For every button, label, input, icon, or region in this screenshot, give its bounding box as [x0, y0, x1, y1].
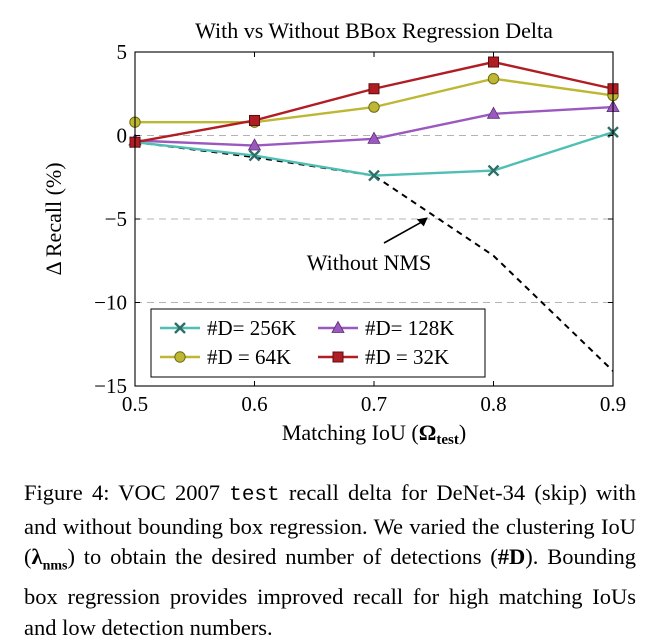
data-point-triangle	[367, 131, 381, 144]
recall-delta-chart: 5 0 −5 −10 −150.5 0.6 0.7 0.8 0.9 With vs Withou…	[41, 18, 626, 448]
legend-entry: #D= 128K	[318, 316, 454, 340]
x-tick-label: 0.9	[600, 392, 626, 416]
x-axis-label-text: Matching IoU	[282, 420, 406, 445]
legend-marker-x-stroke	[174, 322, 186, 334]
y-tick-label: −10	[94, 291, 127, 315]
legend: #D= 256K #D= 128K #D = 64K #D = 32K	[150, 308, 486, 378]
data-point-x	[368, 169, 380, 182]
x-axis-label-symbol: Ω	[419, 420, 437, 445]
data-point-square	[368, 83, 380, 95]
data-point-x-stroke	[368, 169, 380, 182]
legend-entry: #D = 64K	[160, 345, 291, 369]
y-tick-label: −15	[94, 374, 127, 398]
legend-marker-circle	[174, 351, 186, 363]
data-point-square	[249, 114, 260, 126]
data-point-circle	[368, 101, 380, 113]
x-tick-label: 0.6	[241, 392, 267, 416]
data-point-triangle	[247, 138, 262, 151]
x-axis-label: Matching IoU (Ωtest)	[282, 420, 466, 448]
x-tick-label: 0.7	[361, 392, 387, 416]
y-tick-label: 5	[117, 40, 128, 64]
caption-text-4: ). Bounding box regression provides impr…	[24, 544, 636, 640]
chart-title: With vs Without BBox Regression Delta	[195, 18, 553, 43]
legend-label: #D= 256K	[207, 316, 296, 340]
data-point-x-stroke	[248, 149, 261, 162]
legend-entry: #D= 256K	[160, 316, 296, 340]
x-axis-label-subscript: test	[436, 432, 459, 448]
annotation-arrow-head	[416, 217, 428, 227]
legend-marker-triangle	[331, 320, 345, 333]
annotation-arrow-shaft	[383, 219, 426, 244]
data-point-square	[488, 56, 499, 68]
data-point-triangle	[486, 106, 501, 119]
legend-marker-x	[174, 322, 186, 334]
gridlines	[135, 134, 613, 304]
axis-ticks: 5 0 −5 −10 −150.5 0.6 0.7 0.8 0.9	[94, 40, 626, 416]
caption-detections: #D	[497, 544, 526, 569]
without-nms-label: Without NMS	[307, 250, 431, 275]
data-point-x	[487, 164, 500, 177]
caption-text-2: recall delta for DeNet-34 (skip) with an…	[24, 480, 637, 569]
data-point-x-stroke	[487, 164, 500, 177]
legend-marker-square	[332, 351, 344, 363]
series-circle	[129, 73, 619, 128]
figure-caption: Figure 4: VOC 2007 test recall delta for…	[24, 478, 636, 643]
y-axis-label: Δ Recall (%)	[41, 162, 66, 275]
legend-label: #D = 64K	[207, 345, 291, 369]
data-point-circle	[487, 73, 500, 85]
x-tick-label: 0.5	[122, 392, 148, 416]
svg-text:Matching IoU (Ωtest): Matching IoU (Ωtest)	[282, 420, 466, 448]
legend-label: #D = 32K	[365, 345, 449, 369]
x-tick-label: 0.8	[480, 392, 506, 416]
y-tick-label: 0	[117, 124, 128, 148]
caption-text-1: VOC 2007	[118, 480, 220, 505]
figure-label: Figure 4:	[24, 480, 110, 505]
legend-entry: #D = 32K	[318, 345, 449, 369]
y-tick-label: −5	[105, 207, 127, 231]
series-lines	[128, 56, 620, 182]
caption-lambda: λnms	[31, 544, 68, 574]
without-nms-annotation: Without NMS	[307, 217, 431, 275]
data-point-x	[248, 149, 261, 162]
legend-box	[150, 308, 486, 378]
caption-code: test	[229, 484, 280, 507]
legend-label: #D= 128K	[365, 316, 454, 340]
caption-text-3: ) to obtain the desired number of detect…	[67, 544, 498, 569]
